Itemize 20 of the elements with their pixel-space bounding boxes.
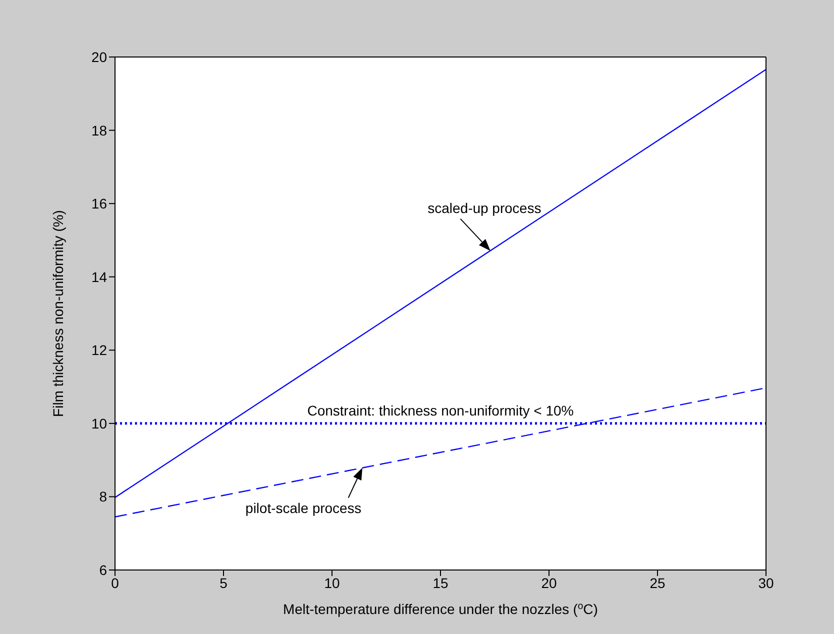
x-tick-label: 10 — [324, 574, 340, 591]
y-tick-label: 10 — [91, 415, 108, 432]
annotation: pilot-scale process — [245, 499, 362, 516]
y-tick-label: 12 — [91, 342, 108, 358]
x-tick-label: 30 — [758, 574, 774, 591]
y-tick-label: 6 — [99, 562, 108, 578]
x-tick-label: 20 — [541, 574, 557, 591]
x-tick-label: 25 — [650, 574, 666, 591]
x-tick-label: 5 — [220, 574, 228, 591]
y-tick-label: 18 — [91, 122, 108, 138]
x-tick-label: 0 — [111, 574, 120, 591]
y-axis-title: Film thickness non-uniformity (%) — [50, 210, 66, 417]
y-tick-label: 20 — [91, 48, 108, 65]
y-tick-label: 8 — [99, 488, 108, 505]
x-axis-title: Melt-temperature difference under the nozzles ($^{o}$C) — [283, 600, 598, 617]
y-tick-label: 16 — [91, 196, 108, 212]
y-tick-label: 14 — [91, 268, 108, 285]
ref-line-label: Constraint: thickness non-uniformity < 10% — [307, 402, 574, 418]
x-tick-label: 15 — [432, 574, 448, 591]
annotation: scaled-up process — [428, 200, 542, 216]
